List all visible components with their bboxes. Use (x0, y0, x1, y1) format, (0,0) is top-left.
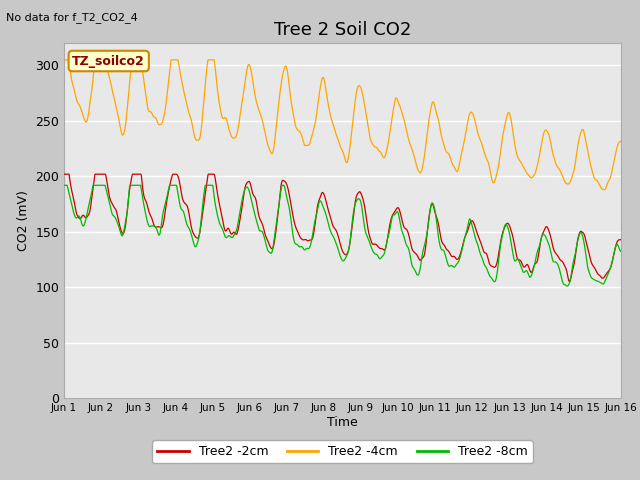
Title: Tree 2 Soil CO2: Tree 2 Soil CO2 (274, 21, 411, 39)
Y-axis label: CO2 (mV): CO2 (mV) (17, 191, 29, 251)
Legend: Tree2 -2cm, Tree2 -4cm, Tree2 -8cm: Tree2 -2cm, Tree2 -4cm, Tree2 -8cm (152, 440, 532, 463)
Text: No data for f_T2_CO2_4: No data for f_T2_CO2_4 (6, 12, 138, 23)
Text: TZ_soilco2: TZ_soilco2 (72, 55, 145, 68)
X-axis label: Time: Time (327, 416, 358, 429)
